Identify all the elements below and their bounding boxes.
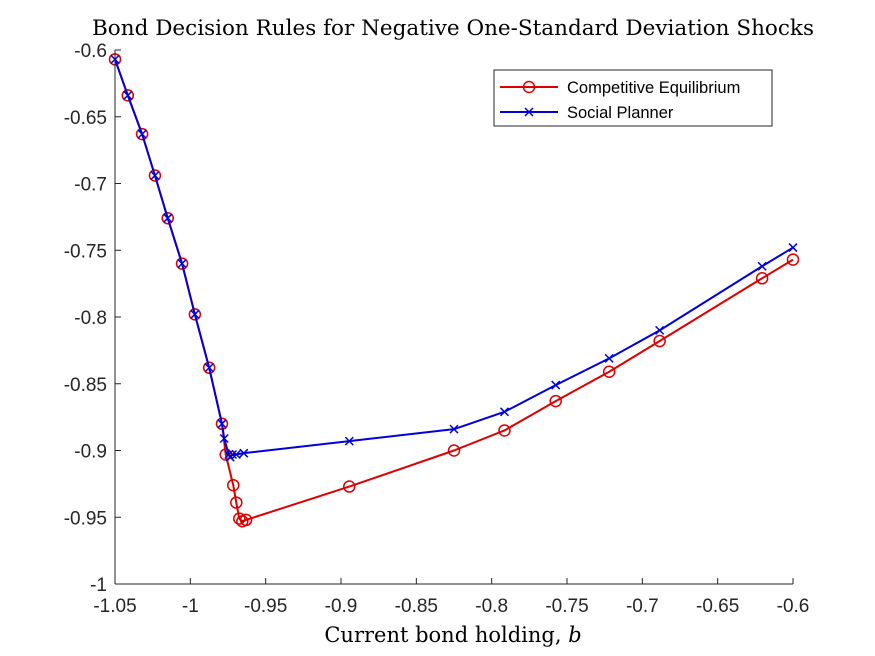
x-axis-label: Current bond holding, b (324, 623, 581, 647)
x-tick-label: -0.75 (545, 596, 588, 617)
x-axis-label-variable: b (568, 623, 581, 647)
data-point (202, 361, 216, 374)
series-social-planner (110, 54, 798, 462)
y-tick-label: -0.75 (64, 241, 107, 262)
plot-area (115, 50, 793, 584)
data-point (239, 513, 253, 527)
data-point (498, 424, 511, 437)
data-point (163, 213, 173, 223)
legend-marker (522, 80, 536, 94)
data-point (148, 169, 162, 182)
data-point (233, 512, 246, 525)
data-point (757, 261, 767, 271)
x-tick-label: -0.85 (395, 596, 438, 617)
y-tick-label: -0.95 (64, 508, 107, 529)
data-point (602, 365, 616, 378)
legend-marker (524, 107, 534, 117)
data-point (204, 363, 214, 373)
data-point (150, 170, 160, 181)
data-point (224, 449, 234, 460)
data-point (343, 480, 356, 493)
axes-box (115, 50, 793, 584)
x-tick-label: -1 (182, 596, 199, 617)
data-point (227, 449, 238, 460)
y-tick-label: -0.85 (64, 375, 107, 396)
data-point (188, 308, 202, 321)
data-point (786, 253, 800, 266)
legend: Competitive Equilibrium Social Planner (493, 69, 773, 127)
y-tick-label: -0.9 (74, 442, 107, 463)
y-tick-label: -0.65 (64, 108, 107, 129)
data-point (231, 449, 241, 460)
x-tick-label: -0.9 (325, 596, 358, 617)
chart-title: Bond Decision Rules for Negative One-Sta… (92, 16, 814, 41)
x-axis-label-text: Current bond holding, (324, 623, 568, 647)
data-point (655, 325, 665, 335)
data-point (653, 334, 666, 348)
data-point (755, 272, 769, 285)
data-point (227, 478, 240, 492)
data-point (161, 211, 174, 225)
series-layer (108, 53, 800, 528)
data-point (137, 129, 147, 139)
data-point (121, 89, 135, 102)
data-point (219, 433, 229, 444)
y-tick-label: -0.8 (74, 308, 107, 329)
data-point (175, 257, 189, 270)
data-point (449, 424, 459, 434)
data-point (135, 127, 149, 141)
x-ticks: -1.05 -1 -0.95 -0.9 -0.85 -0.8 -0.75 -0.7 -0.65-… (93, 578, 809, 617)
y-ticks: -1 -0.95 -0.9 -0.85 -0.8 -0.75 -0.7 -0.65 -0.6 (64, 41, 121, 596)
data-point (177, 259, 187, 269)
x-tick-label: -1.05 (93, 596, 136, 617)
data-point (549, 394, 562, 408)
x-tick-label: -0.7 (626, 596, 659, 617)
data-point (230, 496, 243, 509)
legend-label: Competitive Equilibrium (567, 79, 740, 97)
x-tick-label: -0.6 (777, 596, 810, 617)
data-point (190, 309, 200, 319)
data-point (123, 90, 133, 100)
data-point (788, 243, 798, 253)
legend-box (493, 69, 773, 127)
x-tick-label: -0.65 (696, 596, 739, 617)
y-tick-label: -0.7 (74, 175, 107, 196)
y-tick-label: -0.6 (74, 41, 107, 62)
y-tick-label: -1 (90, 575, 107, 596)
data-point (551, 380, 561, 390)
data-point (499, 407, 510, 417)
data-point (447, 444, 461, 457)
x-tick-label: -0.95 (244, 596, 287, 617)
legend-label: Social Planner (567, 104, 674, 122)
data-point (604, 353, 614, 363)
data-point (344, 436, 354, 446)
x-tick-label: -0.8 (475, 596, 508, 617)
data-point (239, 448, 249, 458)
data-point (217, 419, 227, 429)
